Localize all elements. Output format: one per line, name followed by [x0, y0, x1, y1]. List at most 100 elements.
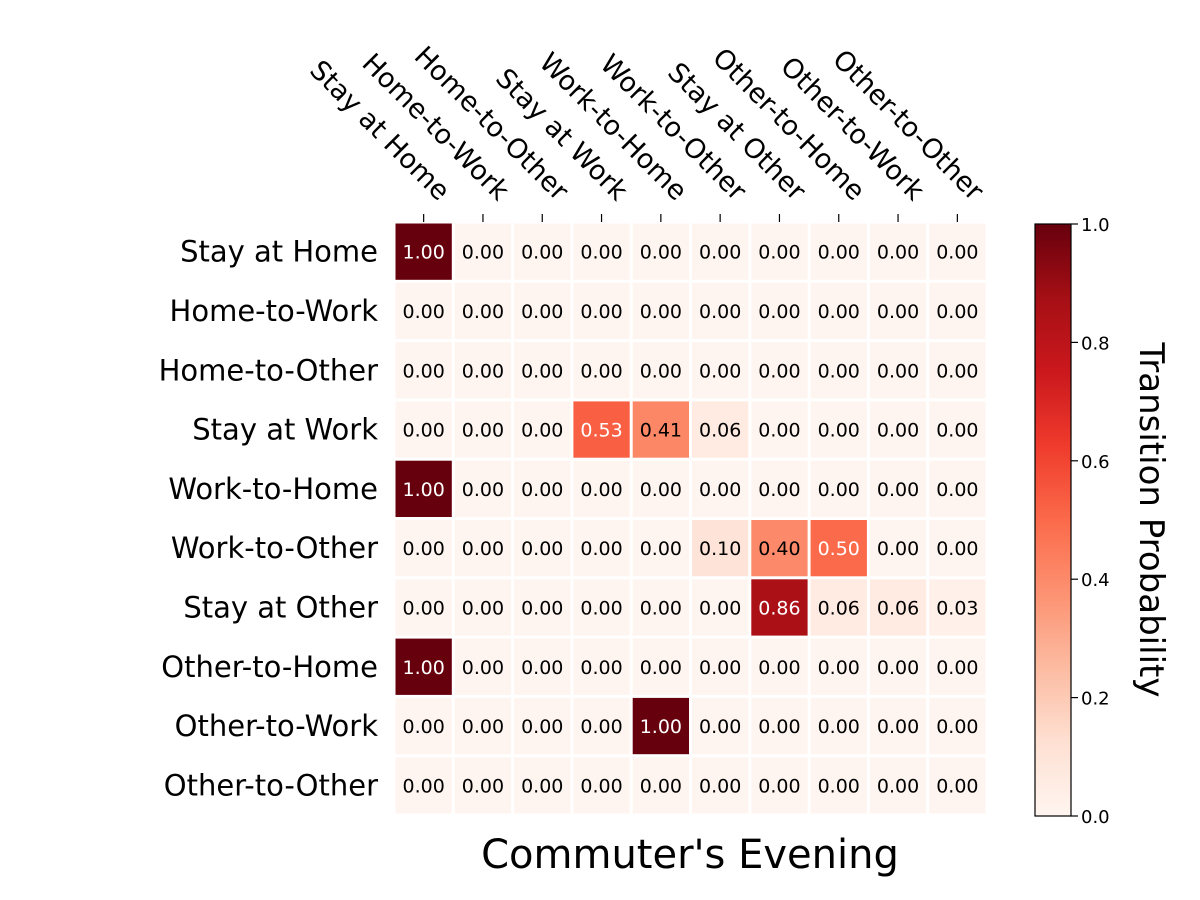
heatmap-cell [692, 282, 749, 340]
heatmap-cell-value: 0.00 [818, 360, 860, 382]
heatmap-cell-value: 0.00 [877, 360, 919, 382]
heatmap-cell-value: 0.00 [758, 479, 800, 501]
heatmap-cell-value: 0.00 [521, 538, 563, 560]
heatmap-cell [751, 282, 808, 340]
heatmap-cell-value: 0.40 [758, 538, 800, 560]
heatmap-cell [454, 223, 512, 280]
heatmap-cell [573, 342, 630, 399]
heatmap-cell [751, 638, 808, 695]
heatmap-cell-value: 0.00 [521, 242, 563, 264]
heatmap-cell [751, 520, 808, 577]
heatmap-cell [573, 223, 630, 280]
y-tick-label: Work-to-Other [171, 531, 378, 565]
heatmap-cell [395, 342, 452, 399]
heatmap-cell-value: 0.00 [877, 420, 919, 442]
heatmap-cell [869, 697, 927, 755]
heatmap-cell [869, 223, 927, 280]
heatmap-cell-value: 0.00 [640, 479, 682, 501]
heatmap-cell [395, 638, 452, 695]
heatmap-cell-labels: 1.00 0.00 0.00 0.00 0.00 0.00 0.00 0.00 0.00 0.00… [402, 242, 978, 798]
heatmap-cell [573, 282, 630, 340]
heatmap-cell-value: 1.00 [402, 657, 444, 679]
heatmap-cell-value: 0.06 [818, 597, 860, 619]
heatmap-cell [573, 697, 630, 755]
x-axis-label: Commuter's Evening [481, 832, 899, 878]
heatmap-cell-value: 0.00 [640, 242, 682, 264]
heatmap-cell-value: 0.00 [521, 420, 563, 442]
heatmap-cell [692, 460, 749, 517]
colorbar: 0.0 0.2 0.4 0.6 0.8 1.0 Transition Probabilit… [1034, 215, 1171, 828]
heatmap-cell-value: 0.00 [402, 420, 444, 442]
heatmap-cell [692, 223, 749, 280]
colorbar-tick-label: 0.4 [1081, 570, 1110, 591]
heatmap-cell-value: 0.00 [640, 657, 682, 679]
heatmap-cell [514, 579, 571, 636]
heatmap-cell [929, 282, 986, 340]
heatmap-cell [514, 342, 571, 399]
heatmap-cell-value: 0.00 [936, 242, 978, 264]
heatmap-cell-value: 0.00 [462, 657, 504, 679]
heatmap-cell-value: 0.00 [877, 301, 919, 323]
heatmap-cell-value: 0.00 [936, 716, 978, 738]
colorbar-tick-label: 0.6 [1081, 452, 1110, 473]
heatmap-cell-value: 0.00 [877, 657, 919, 679]
x-axis-ticks: Stay at HomeHome-to-WorkHome-to-OtherSta… [303, 41, 990, 222]
heatmap-cell [929, 520, 986, 577]
heatmap-cell-value: 0.00 [640, 538, 682, 560]
heatmap-cell [632, 282, 689, 340]
heatmap-cell-value: 0.00 [521, 360, 563, 382]
heatmap-cell [632, 757, 689, 814]
y-tick-label: Work-to-Home [168, 472, 378, 506]
colorbar-tick-label: 1.0 [1081, 215, 1110, 236]
heatmap-cell [632, 342, 689, 399]
heatmap-cell-value: 0.00 [580, 360, 622, 382]
heatmap-cell-value: 0.00 [402, 597, 444, 619]
heatmap-cell [929, 342, 986, 399]
heatmap-cell-value: 0.00 [462, 420, 504, 442]
heatmap-cell-value: 0.00 [936, 301, 978, 323]
heatmap-cell [632, 460, 689, 517]
heatmap-cell [929, 757, 986, 814]
heatmap-cell-value: 0.00 [936, 775, 978, 797]
heatmap-cell-value: 0.50 [818, 538, 860, 560]
heatmap-cell [454, 460, 512, 517]
heatmap-cell [514, 757, 571, 814]
heatmap-cell-value: 0.00 [877, 716, 919, 738]
heatmap-cell-value: 0.00 [402, 301, 444, 323]
heatmap-cell-value: 0.00 [580, 597, 622, 619]
heatmap-cell [692, 579, 749, 636]
heatmap-cell [395, 460, 452, 517]
heatmap-cell-value: 0.00 [699, 775, 741, 797]
heatmap-cell-value: 0.00 [758, 242, 800, 264]
heatmap-cell-value: 0.00 [699, 301, 741, 323]
heatmap-cell [751, 342, 808, 399]
heatmap-cell [810, 282, 867, 340]
heatmap-cell-value: 0.00 [640, 775, 682, 797]
heatmap-cell [929, 401, 986, 458]
heatmap-cell [869, 638, 927, 695]
heatmap-cell [514, 223, 571, 280]
heatmap-cell [929, 697, 986, 755]
heatmap-cell-value: 0.00 [877, 538, 919, 560]
heatmap-cell [514, 520, 571, 577]
heatmap-cell-value: 0.00 [462, 538, 504, 560]
heatmap-cell [751, 757, 808, 814]
heatmap-cell [395, 223, 452, 280]
y-tick-label: Other-to-Work [175, 709, 379, 743]
heatmap-cell-value: 0.00 [758, 657, 800, 679]
heatmap-cell [573, 401, 630, 458]
heatmap-cell [395, 757, 452, 814]
heatmap-cell-value: 0.00 [580, 301, 622, 323]
colorbar-ticks: 0.0 0.2 0.4 0.6 0.8 1.0 [1071, 215, 1110, 828]
heatmap-cell [454, 342, 512, 399]
y-tick-label: Home-to-Other [159, 353, 378, 387]
heatmap-cell-value: 0.03 [936, 597, 978, 619]
heatmap-cell [632, 638, 689, 695]
heatmap-cell-value: 0.41 [640, 420, 682, 442]
heatmap-cell-value: 0.00 [580, 657, 622, 679]
heatmap-cell [395, 579, 452, 636]
y-tick-label: Other-to-Home [161, 650, 378, 684]
colorbar-tick-label: 0.0 [1081, 807, 1110, 828]
heatmap-cell [810, 342, 867, 399]
colorbar-tick-label: 0.8 [1081, 333, 1110, 354]
